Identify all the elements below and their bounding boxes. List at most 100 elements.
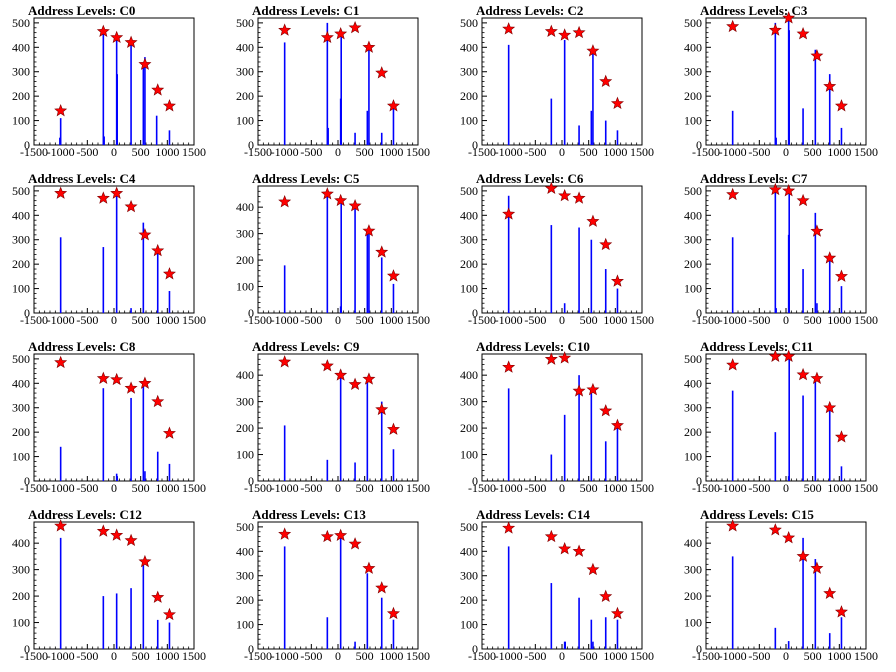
chart-title: Address Levels: C12 xyxy=(28,507,142,522)
peak-marker xyxy=(599,404,613,417)
x-tick-label: 1000 xyxy=(603,313,627,327)
y-tick-label: 0 xyxy=(472,138,478,152)
chart-panel: Address Levels: C10 -1500 -1000 -500 0 500 100… xyxy=(448,336,672,504)
x-tick-label: 500 xyxy=(132,481,150,495)
peak-marker xyxy=(151,243,165,257)
x-tick-label: -500 xyxy=(748,481,770,495)
peak-marker xyxy=(278,527,292,540)
chart-svg: -1500-1000 -500 0 500 1000 1500 0 100 200 300 400 5… xyxy=(12,16,206,159)
y-tick-label: 200 xyxy=(684,589,702,603)
x-tick-label: 1000 xyxy=(379,313,403,327)
x-tick-label: 500 xyxy=(804,481,822,495)
x-tick-label: 0 xyxy=(559,145,565,159)
x-tick-label: -500 xyxy=(300,313,322,327)
x-tick-label: 1500 xyxy=(854,145,878,159)
y-tick-label: 0 xyxy=(24,138,30,152)
peak-marker xyxy=(278,23,292,36)
peak-marker xyxy=(572,25,586,39)
peak-marker xyxy=(726,519,740,532)
peak-marker xyxy=(124,199,138,213)
y-tick-label: 100 xyxy=(460,282,478,296)
y-tick-label: 300 xyxy=(460,395,478,409)
x-tick-label: -1000 xyxy=(47,481,75,495)
x-tick-label: 1000 xyxy=(155,649,179,663)
x-tick-label: -1000 xyxy=(271,481,299,495)
peak-marker xyxy=(544,529,558,543)
x-tick-label: -1000 xyxy=(719,649,747,663)
y-tick-label: 0 xyxy=(696,306,702,320)
x-tick-label: -1000 xyxy=(719,313,747,327)
y-tick-label: 400 xyxy=(460,368,478,382)
peak-marker xyxy=(278,355,292,368)
peak-marker xyxy=(54,103,68,117)
y-tick-label: 200 xyxy=(684,89,702,103)
x-tick-label: -500 xyxy=(76,145,98,159)
chart-title: Address Levels: C11 xyxy=(700,339,814,354)
peak-marker xyxy=(348,537,362,550)
chart-svg: -1500-1000 -500 0 500 1000 1500 0 100 200 300 400 5… xyxy=(460,16,654,159)
chart-panel: Address Levels: C9 -1500 -1000 -500 0 500 1000… xyxy=(224,336,448,504)
y-tick-label: 400 xyxy=(12,208,30,222)
x-tick-label: 500 xyxy=(580,313,598,327)
x-tick-label: -500 xyxy=(748,145,770,159)
peak-marker xyxy=(572,384,586,397)
x-tick-label: 1000 xyxy=(379,649,403,663)
chart-svg: -1500-1000 -500 0 500 1000 1500 0 100 200 300 400 5… xyxy=(12,184,206,327)
chart-title: Address Levels: C9 xyxy=(252,339,360,354)
y-tick-label: 100 xyxy=(460,114,478,128)
peak-marker xyxy=(782,184,796,197)
x-tick-label: 1500 xyxy=(406,481,430,495)
y-tick-label: 100 xyxy=(12,450,30,464)
peak-marker xyxy=(138,554,152,568)
peak-marker xyxy=(54,355,68,369)
peak-marker xyxy=(610,606,624,620)
x-tick-label: 500 xyxy=(804,649,822,663)
chart-panel: Address Levels: C4 -1500 -1000 -500 0 500 1000… xyxy=(0,168,224,336)
x-tick-label: 500 xyxy=(132,649,150,663)
peak-marker xyxy=(348,199,362,212)
chart-title: Address Levels: C2 xyxy=(476,3,584,18)
peak-marker xyxy=(362,372,376,385)
x-tick-label: -500 xyxy=(76,313,98,327)
y-tick-label: 400 xyxy=(12,536,30,550)
x-tick-label: 0 xyxy=(111,649,117,663)
x-tick-label: 0 xyxy=(783,313,789,327)
peak-marker xyxy=(138,376,152,389)
x-tick-label: -1000 xyxy=(495,313,523,327)
peak-marker xyxy=(162,99,176,112)
x-tick-label: 1500 xyxy=(854,313,878,327)
x-tick-label: 0 xyxy=(783,481,789,495)
peak-marker xyxy=(124,35,138,48)
y-tick-label: 200 xyxy=(684,425,702,439)
peak-marker xyxy=(834,605,848,618)
y-tick-label: 200 xyxy=(684,257,702,271)
chart-title: Address Levels: C1 xyxy=(252,3,360,18)
peak-marker xyxy=(599,74,613,88)
chart-svg: -1500-1000 -500 0 500 1000 1500 0 100 200 300 400 5… xyxy=(460,520,654,663)
peak-marker xyxy=(782,531,796,544)
peak-marker xyxy=(375,581,389,594)
x-tick-label: -1500 xyxy=(468,145,496,159)
x-tick-label: 500 xyxy=(580,145,598,159)
y-tick-label: 100 xyxy=(12,282,30,296)
peak-marker xyxy=(834,430,848,443)
x-tick-label: -1000 xyxy=(271,313,299,327)
peak-marker xyxy=(96,371,110,384)
y-tick-label: 500 xyxy=(12,184,30,198)
chart-svg: -1500-1000 -500 0 500 1000 1500 0 100 200 300 400 5… xyxy=(684,349,878,495)
x-tick-label: -1000 xyxy=(47,313,75,327)
x-tick-label: -1500 xyxy=(468,481,496,495)
peak-marker xyxy=(558,351,572,364)
chart-title: Address Levels: C3 xyxy=(700,3,808,18)
peak-marker xyxy=(586,382,600,396)
peak-marker xyxy=(110,30,124,44)
peak-marker xyxy=(726,358,740,371)
chart-panel: Address Levels: C7 -1500 -1000 -500 0 500 1000… xyxy=(672,168,896,336)
y-tick-label: 100 xyxy=(460,618,478,632)
x-tick-label: 1000 xyxy=(155,313,179,327)
peak-marker xyxy=(796,367,810,381)
x-tick-label: -1000 xyxy=(719,145,747,159)
x-tick-label: -1500 xyxy=(468,649,496,663)
peak-marker xyxy=(348,20,362,34)
